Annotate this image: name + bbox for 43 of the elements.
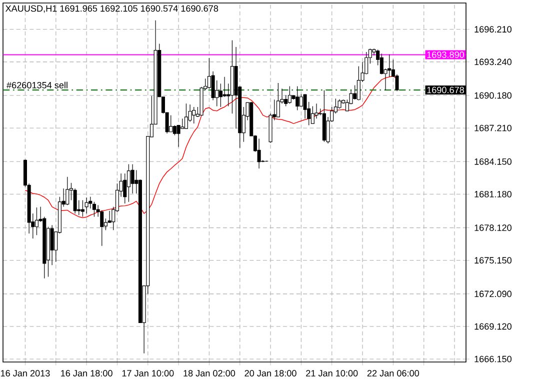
y-tick-label: 1672.090 (474, 290, 512, 298)
y-tick-label: 1696.210 (474, 26, 512, 33)
candlestick (356, 66, 360, 101)
candlestick (192, 106, 196, 124)
ref-line-label: 1693.890 (427, 52, 464, 58)
candlestick (172, 124, 176, 136)
x-tick-label: 21 Jan 10:00 (306, 370, 358, 376)
candlestick (50, 224, 54, 266)
candlestick (84, 197, 88, 214)
x-tick-label: 22 Jan 06:00 (367, 370, 420, 376)
y-tick-label: 1681.180 (474, 190, 512, 198)
candlestick (73, 188, 77, 214)
candlestick (80, 200, 84, 218)
x-tick-label: 16 Jan 18:00 (61, 370, 112, 376)
candlestick (296, 86, 300, 111)
annotation: 1690.678 (427, 86, 464, 94)
candlestick (288, 86, 292, 104)
candlestick (257, 138, 261, 169)
candlestick (310, 106, 314, 124)
candlestick (123, 173, 127, 204)
y-tick-label: 1678.120 (474, 224, 512, 231)
chart-title: XAUUSD,H1 1691.965 1692.105 1690.574 1690.678 (5, 5, 218, 13)
x-tick-label: 16 Jan 2013 (0, 370, 50, 376)
candlestick (130, 164, 134, 194)
y-tick-label: 1675.150 (474, 257, 512, 264)
candlestick (66, 176, 70, 206)
y-tick-label: 1669.120 (474, 323, 512, 330)
x-tick-label: 18 Jan 02:00 (184, 370, 236, 376)
x-tick-label: 20 Jan 18:00 (244, 370, 296, 376)
candlestick (184, 103, 188, 129)
ref-line-label: #62601354 sell (6, 82, 68, 88)
y-tick-label: 1684.150 (474, 158, 512, 165)
y-tick-label: 1666.150 (474, 356, 512, 362)
y-tick-label: 1687.210 (474, 124, 512, 132)
candlestick (299, 94, 303, 107)
candlestick (276, 82, 280, 118)
candlestick (92, 202, 96, 218)
candlestick (34, 207, 38, 236)
candlestick (126, 164, 130, 202)
y-tick-label: 1690.180 (474, 92, 512, 99)
candlestick (169, 114, 173, 132)
x-tick-label: 17 Jan 10:00 (122, 370, 174, 376)
y-tick-label: 1693.240 (474, 58, 512, 66)
